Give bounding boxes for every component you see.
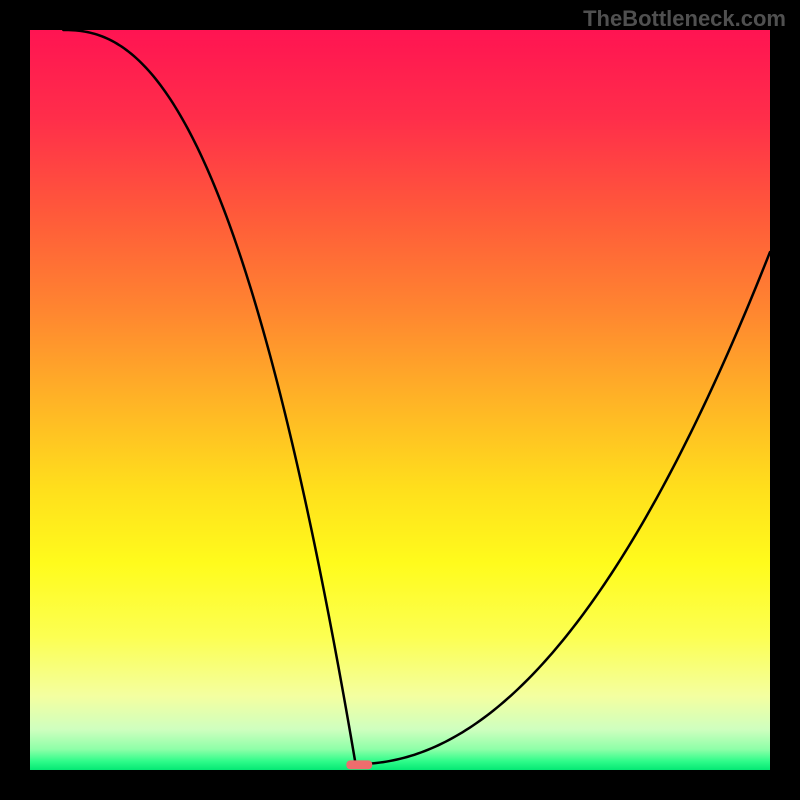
optimum-marker <box>346 760 372 769</box>
chart-container: TheBottleneck.com <box>0 0 800 800</box>
plot-background <box>30 30 770 770</box>
chart-svg <box>0 0 800 800</box>
